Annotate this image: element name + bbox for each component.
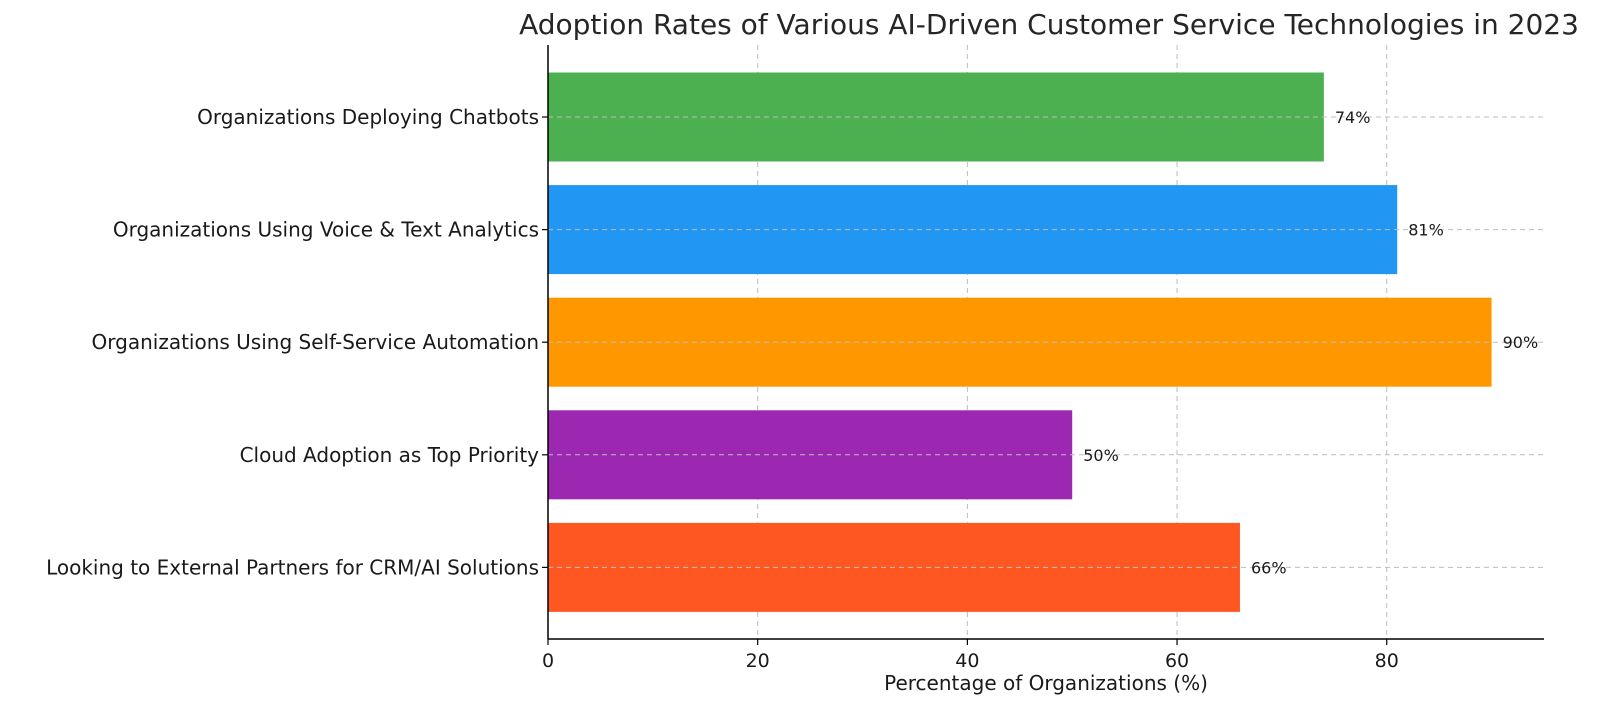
category-label: Organizations Deploying Chatbots	[197, 105, 539, 129]
category-label: Organizations Using Self-Service Automat…	[92, 330, 539, 354]
data-label: 74%	[1335, 108, 1371, 127]
x-tick-label: 0	[542, 650, 554, 672]
data-label: 50%	[1083, 446, 1119, 465]
axes-layer	[542, 45, 1544, 645]
data-label: 81%	[1408, 221, 1444, 240]
x-axis-title: Percentage of Organizations (%)	[884, 671, 1208, 695]
data-label: 90%	[1503, 333, 1539, 352]
x-tick-label: 20	[746, 650, 770, 672]
x-tick-label: 60	[1165, 650, 1189, 672]
labels-layer: 0 20 40 60 80 Organizations Deploying Chatbot…	[46, 105, 1538, 672]
x-tick-label: 40	[955, 650, 979, 672]
chart-title: Adoption Rates of Various AI-Driven Cust…	[519, 8, 1579, 41]
x-tick-label: 80	[1375, 650, 1399, 672]
data-label: 66%	[1251, 558, 1287, 577]
category-label: Organizations Using Voice & Text Analyti…	[113, 218, 539, 242]
category-label: Cloud Adoption as Top Priority	[240, 443, 540, 467]
category-label: Looking to External Partners for CRM/AI …	[46, 555, 539, 579]
